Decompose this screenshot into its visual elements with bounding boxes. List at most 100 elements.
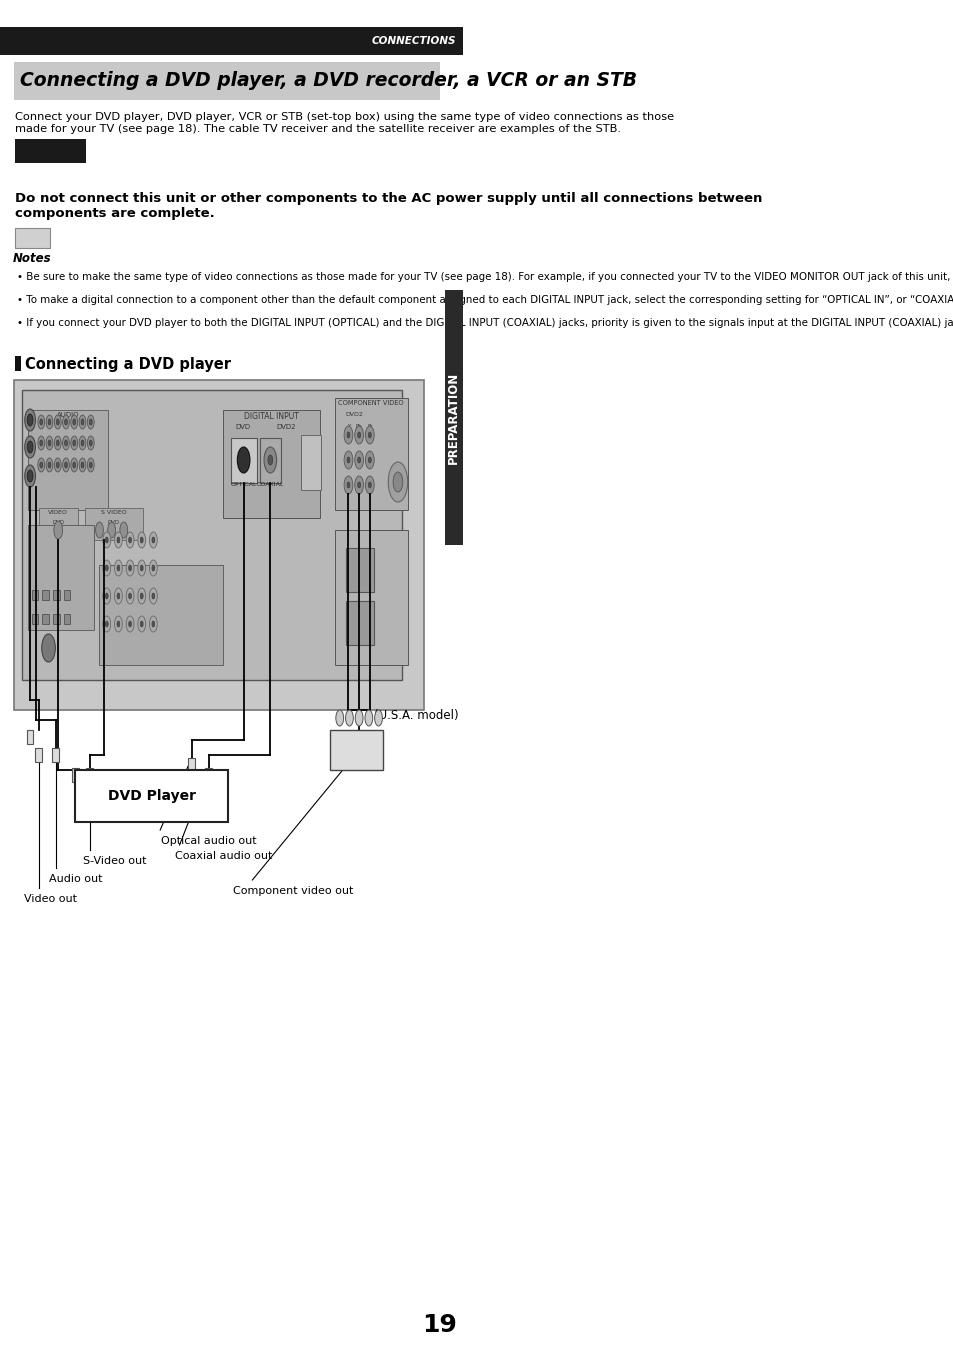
Circle shape: [152, 593, 154, 599]
Circle shape: [152, 621, 154, 627]
Circle shape: [81, 419, 84, 425]
Circle shape: [63, 415, 70, 429]
Text: Connecting a DVD player, a DVD recorder, a VCR or an STB: Connecting a DVD player, a DVD recorder,…: [20, 71, 637, 90]
Circle shape: [90, 462, 92, 468]
Circle shape: [344, 452, 353, 469]
Circle shape: [54, 415, 61, 429]
Circle shape: [345, 710, 353, 727]
Circle shape: [105, 537, 108, 543]
Bar: [13, 62, 439, 100]
Text: DVD Player: DVD Player: [108, 789, 195, 803]
Text: Y: Y: [347, 425, 350, 429]
Circle shape: [65, 462, 68, 468]
Circle shape: [140, 593, 143, 599]
Text: • To make a digital connection to a component other than the default component a: • To make a digital connection to a comp…: [16, 295, 953, 305]
Circle shape: [365, 476, 374, 493]
Bar: [355, 748, 362, 762]
Circle shape: [126, 559, 133, 576]
Bar: [87, 768, 93, 782]
Bar: [52, 613, 60, 624]
Circle shape: [150, 559, 157, 576]
Circle shape: [105, 565, 108, 572]
Circle shape: [46, 458, 52, 472]
Bar: [345, 549, 374, 592]
Bar: [29, 524, 93, 630]
Circle shape: [114, 532, 122, 549]
Circle shape: [65, 419, 68, 425]
Circle shape: [117, 621, 120, 627]
Circle shape: [388, 462, 407, 501]
Circle shape: [38, 458, 45, 472]
Circle shape: [42, 634, 55, 662]
Circle shape: [347, 483, 350, 488]
Circle shape: [63, 435, 70, 450]
Bar: [29, 410, 108, 510]
Circle shape: [117, 565, 120, 572]
Circle shape: [38, 415, 45, 429]
Circle shape: [40, 439, 43, 446]
Text: DIGITAL INPUT: DIGITAL INPUT: [244, 412, 299, 421]
Text: Video out: Video out: [24, 894, 77, 905]
Text: Connecting a DVD player: Connecting a DVD player: [25, 356, 231, 372]
Circle shape: [56, 419, 59, 425]
Bar: [14, 356, 21, 371]
Circle shape: [79, 415, 86, 429]
Circle shape: [126, 532, 133, 549]
Circle shape: [25, 465, 35, 487]
Bar: [188, 758, 195, 772]
Text: Pb: Pb: [355, 425, 362, 429]
Circle shape: [152, 537, 154, 543]
Bar: [39, 508, 77, 541]
Bar: [99, 565, 223, 665]
Circle shape: [347, 431, 350, 438]
Text: S-Video out: S-Video out: [82, 856, 146, 865]
Circle shape: [81, 439, 84, 446]
Circle shape: [129, 621, 132, 627]
Circle shape: [150, 588, 157, 604]
Circle shape: [355, 452, 363, 469]
Circle shape: [72, 462, 75, 468]
Bar: [85, 508, 143, 541]
Text: VIDEO: VIDEO: [49, 510, 68, 515]
Circle shape: [71, 415, 77, 429]
Circle shape: [375, 710, 382, 727]
Circle shape: [344, 426, 353, 443]
Circle shape: [72, 419, 75, 425]
Circle shape: [63, 458, 70, 472]
Circle shape: [368, 483, 371, 488]
Circle shape: [105, 593, 108, 599]
Circle shape: [365, 710, 373, 727]
Text: Coaxial audio out: Coaxial audio out: [174, 851, 272, 861]
Circle shape: [65, 439, 68, 446]
Circle shape: [150, 532, 157, 549]
Text: • Be sure to make the same type of video connections as those made for your TV (: • Be sure to make the same type of video…: [16, 272, 953, 282]
Bar: [64, 590, 71, 600]
Bar: [345, 601, 374, 644]
Text: CONNECTIONS: CONNECTIONS: [372, 36, 456, 46]
Bar: [330, 731, 383, 770]
Circle shape: [25, 435, 35, 458]
Circle shape: [40, 462, 43, 468]
Bar: [71, 768, 78, 782]
Circle shape: [129, 565, 132, 572]
Bar: [52, 590, 60, 600]
Circle shape: [355, 710, 363, 727]
Circle shape: [137, 616, 146, 632]
Circle shape: [53, 520, 63, 539]
Circle shape: [27, 441, 33, 453]
Circle shape: [126, 616, 133, 632]
Circle shape: [137, 559, 146, 576]
Circle shape: [79, 435, 86, 450]
Circle shape: [90, 419, 92, 425]
Text: COAXIAL: COAXIAL: [256, 483, 284, 487]
Circle shape: [54, 458, 61, 472]
Circle shape: [114, 588, 122, 604]
Circle shape: [140, 621, 143, 627]
Text: PREPARATION: PREPARATION: [447, 372, 459, 464]
Circle shape: [150, 616, 157, 632]
Bar: [42, 613, 49, 624]
Text: Do not connect this unit or other components to the AC power supply until all co: Do not connect this unit or other compon…: [14, 191, 761, 220]
Circle shape: [72, 439, 75, 446]
Bar: [335, 398, 407, 510]
Circle shape: [355, 476, 363, 493]
